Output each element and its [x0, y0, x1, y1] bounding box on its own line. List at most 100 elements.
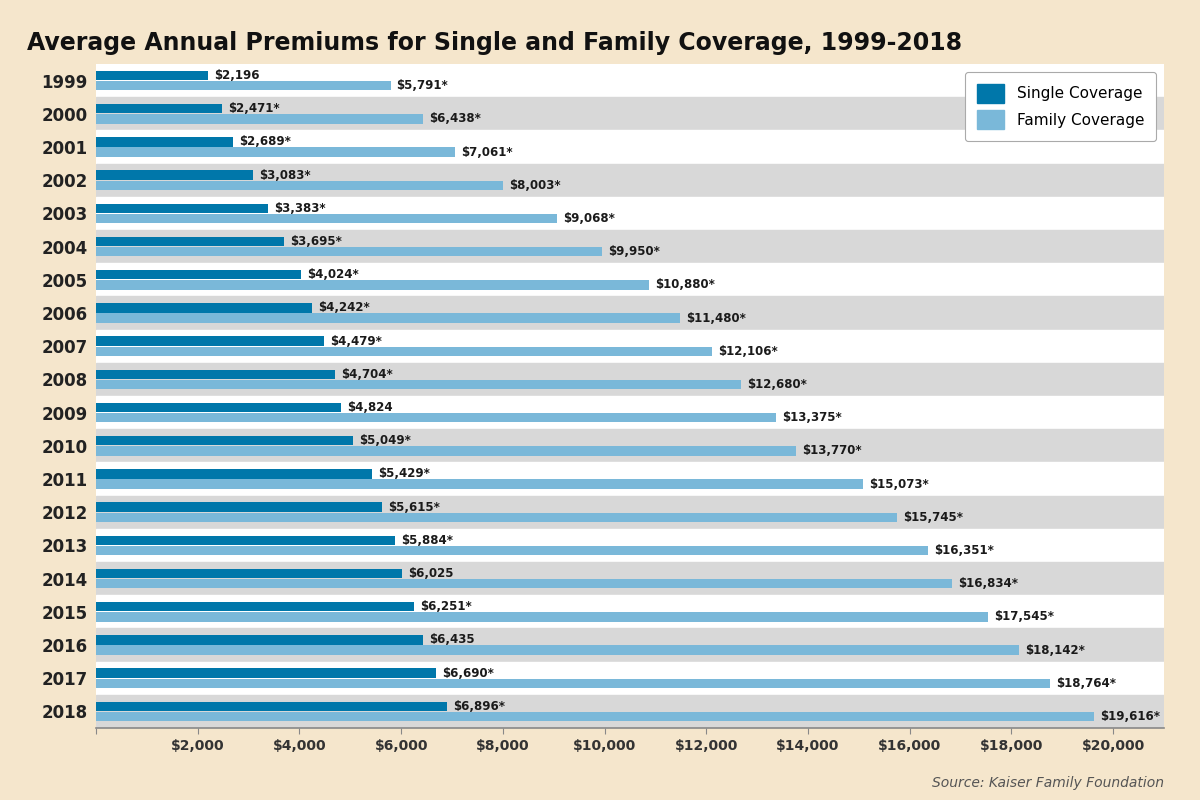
Bar — [96, 513, 896, 522]
Bar — [96, 64, 1164, 98]
Bar — [96, 330, 1164, 363]
Bar — [96, 579, 952, 588]
Bar — [96, 529, 1164, 562]
Text: $7,061*: $7,061* — [461, 146, 512, 158]
Text: $16,351*: $16,351* — [934, 544, 994, 557]
Text: $9,950*: $9,950* — [608, 246, 660, 258]
Bar — [96, 104, 222, 114]
Bar — [96, 479, 863, 489]
Bar — [96, 346, 712, 356]
Text: $15,745*: $15,745* — [902, 511, 962, 524]
Bar — [96, 181, 503, 190]
Bar — [96, 702, 446, 711]
Text: $6,690*: $6,690* — [443, 666, 494, 679]
Text: $5,791*: $5,791* — [397, 79, 449, 92]
Text: $2,689*: $2,689* — [239, 135, 290, 148]
Text: $11,480*: $11,480* — [686, 312, 746, 325]
Bar — [96, 595, 1164, 629]
Bar — [96, 247, 602, 256]
Bar — [96, 197, 1164, 230]
Bar — [96, 114, 424, 123]
Bar — [96, 214, 557, 223]
Text: $4,479*: $4,479* — [330, 334, 382, 347]
Text: $6,896*: $6,896* — [452, 700, 505, 713]
Bar — [96, 536, 395, 545]
Text: $15,073*: $15,073* — [869, 478, 929, 490]
Text: $16,834*: $16,834* — [959, 578, 1019, 590]
Bar — [96, 429, 1164, 462]
Text: $13,375*: $13,375* — [782, 411, 842, 424]
Bar — [96, 569, 402, 578]
Bar — [96, 380, 740, 389]
Text: $12,680*: $12,680* — [746, 378, 806, 391]
Bar — [96, 694, 1164, 728]
Bar — [96, 263, 1164, 296]
Text: $17,545*: $17,545* — [995, 610, 1055, 623]
Bar — [96, 147, 455, 157]
Bar — [96, 669, 437, 678]
Bar — [96, 678, 1050, 688]
Bar — [96, 546, 928, 555]
Bar — [96, 363, 1164, 396]
Bar — [96, 502, 382, 512]
Bar — [96, 635, 424, 645]
Text: $5,615*: $5,615* — [388, 501, 439, 514]
Bar — [96, 495, 1164, 529]
Text: $3,383*: $3,383* — [274, 202, 325, 214]
Text: $3,695*: $3,695* — [290, 235, 342, 248]
Bar — [96, 280, 649, 290]
Text: $6,435: $6,435 — [430, 634, 475, 646]
Bar — [96, 81, 390, 90]
Bar — [96, 629, 1164, 662]
Bar — [96, 602, 414, 611]
Text: $18,142*: $18,142* — [1025, 644, 1085, 657]
Text: Average Annual Premiums for Single and Family Coverage, 1999-2018: Average Annual Premiums for Single and F… — [26, 31, 961, 55]
Bar — [96, 396, 1164, 429]
Text: $10,880*: $10,880* — [655, 278, 715, 291]
Bar — [96, 204, 268, 213]
Text: $8,003*: $8,003* — [509, 179, 560, 192]
Text: $6,438*: $6,438* — [430, 113, 481, 126]
Bar — [96, 170, 253, 180]
Bar — [96, 303, 312, 313]
Text: $3,083*: $3,083* — [259, 169, 311, 182]
Text: $13,770*: $13,770* — [803, 445, 862, 458]
Bar — [96, 138, 233, 146]
Text: $2,471*: $2,471* — [228, 102, 280, 115]
Bar — [96, 237, 284, 246]
Bar — [96, 71, 208, 80]
Bar — [96, 370, 335, 379]
Bar — [96, 403, 341, 412]
Text: $6,025: $6,025 — [408, 567, 454, 580]
Bar — [96, 297, 1164, 330]
Text: $2,196: $2,196 — [214, 69, 259, 82]
Bar — [96, 712, 1093, 721]
Text: $18,764*: $18,764* — [1056, 677, 1116, 690]
Text: $6,251*: $6,251* — [420, 600, 472, 613]
Bar — [96, 163, 1164, 197]
Text: $4,242*: $4,242* — [318, 302, 370, 314]
Bar — [96, 98, 1164, 130]
Bar — [96, 662, 1164, 694]
Bar — [96, 230, 1164, 263]
Text: $5,049*: $5,049* — [359, 434, 410, 447]
Text: $9,068*: $9,068* — [563, 212, 616, 225]
Bar — [96, 314, 680, 322]
Text: Source: Kaiser Family Foundation: Source: Kaiser Family Foundation — [932, 776, 1164, 790]
Text: $4,704*: $4,704* — [341, 368, 394, 381]
Bar — [96, 612, 989, 622]
Bar — [96, 646, 1019, 654]
Text: $4,824: $4,824 — [348, 401, 394, 414]
Bar — [96, 562, 1164, 595]
Text: $5,884*: $5,884* — [401, 534, 454, 546]
Text: $19,616*: $19,616* — [1099, 710, 1159, 723]
Text: $4,024*: $4,024* — [307, 268, 359, 281]
Bar — [96, 337, 324, 346]
Bar — [96, 446, 797, 455]
Text: $5,429*: $5,429* — [378, 467, 430, 480]
Bar — [96, 470, 372, 478]
Bar — [96, 413, 776, 422]
Bar — [96, 130, 1164, 163]
Legend: Single Coverage, Family Coverage: Single Coverage, Family Coverage — [965, 72, 1157, 141]
Bar — [96, 270, 301, 279]
